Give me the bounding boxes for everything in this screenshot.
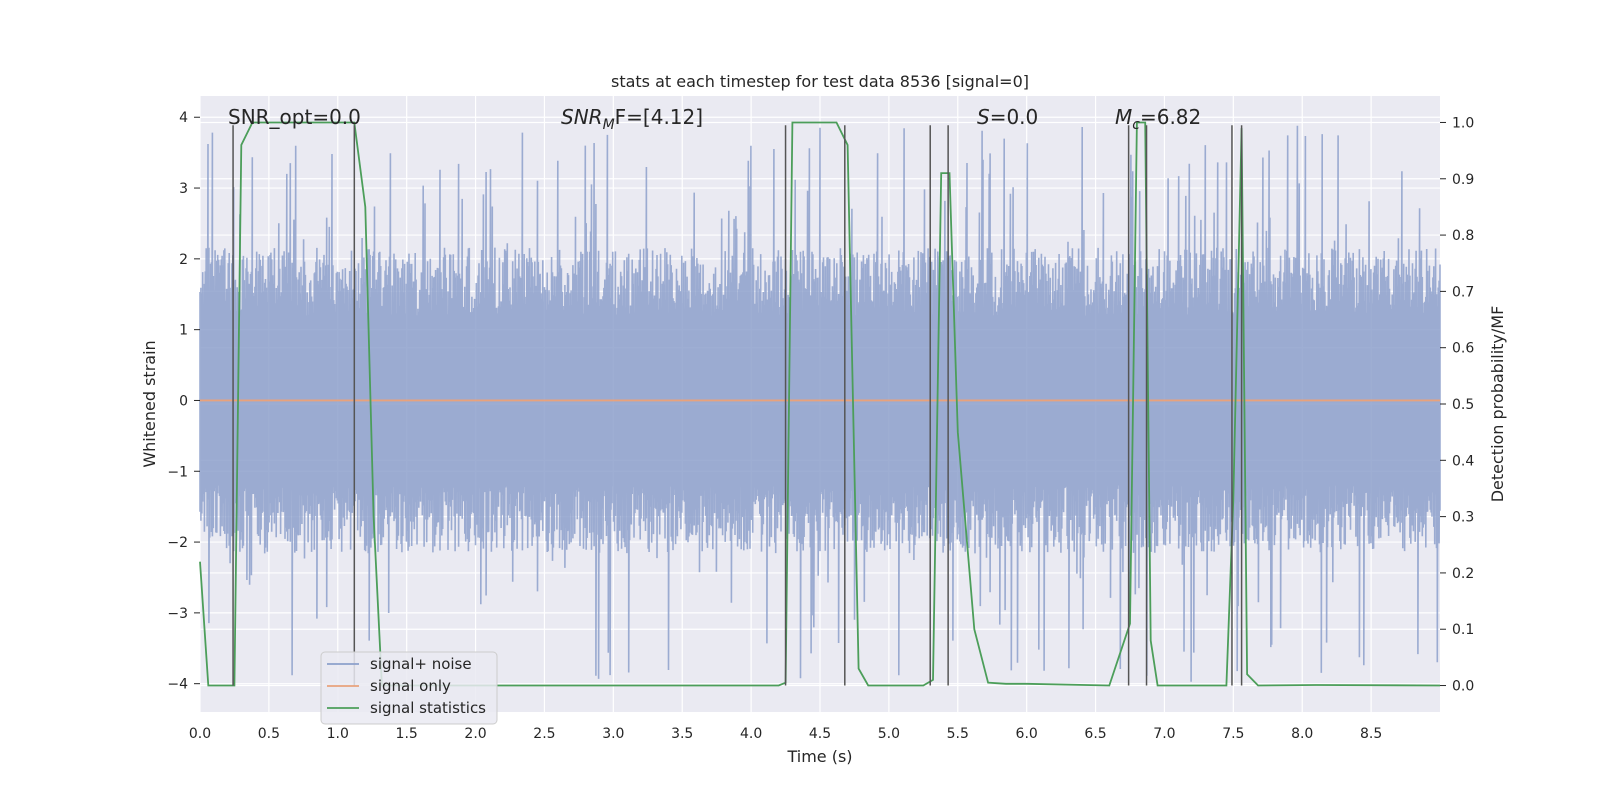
y2-tick-label: 0.9 <box>1452 172 1474 188</box>
x-axis-label: Time (s) <box>786 747 852 766</box>
x-tick-label: 5.5 <box>947 726 969 742</box>
x-tick-label: 2.5 <box>533 726 555 742</box>
annotation-snr-mf-value: F=[4.12] <box>615 105 703 129</box>
annotation-snr-mf-symbol: SNR <box>561 105 603 129</box>
signal-statistics-line <box>199 121 1441 687</box>
y-tick-label: −2 <box>167 535 188 551</box>
vertical-markers <box>232 125 1243 686</box>
y2-tick-label: 0.1 <box>1452 622 1474 638</box>
x-tick-label: 1.5 <box>396 726 418 742</box>
y-axis-ticks: 4 3 2 1 0 −1 −2 −3 −4 <box>167 110 200 693</box>
annotation-mc-symbol: M <box>1115 105 1132 129</box>
annotation-mc-subscript: c <box>1132 117 1140 133</box>
x-tick-label: 1.0 <box>327 726 349 742</box>
y2-tick-label: 0.0 <box>1452 679 1474 695</box>
y-tick-label: 3 <box>179 181 188 197</box>
signal-noise-series <box>199 125 1441 682</box>
y2-tick-label: 0.3 <box>1452 510 1474 526</box>
legend-label-signal-statistics: signal statistics <box>370 699 486 717</box>
signal-noise-line <box>199 125 1441 682</box>
annotation-s-symbol: S <box>977 105 990 129</box>
x-tick-label: 4.0 <box>740 726 762 742</box>
annotation-snr-mf-subscript: M <box>603 117 615 133</box>
y2-tick-label: 0.2 <box>1452 566 1474 582</box>
y-tick-label: −4 <box>167 677 188 693</box>
legend: signal+ noise signal only signal statist… <box>320 651 498 725</box>
x-tick-label: 8.5 <box>1360 726 1382 742</box>
y2-tick-label: 0.6 <box>1452 341 1474 357</box>
x-tick-label: 0.5 <box>258 726 280 742</box>
x-tick-label: 8.0 <box>1291 726 1313 742</box>
legend-label-signal-only: signal only <box>370 677 451 695</box>
y-tick-label: 1 <box>179 323 188 339</box>
x-tick-label: 7.0 <box>1153 726 1175 742</box>
x-tick-label: 3.0 <box>602 726 624 742</box>
annotation-snr-mf: SNRMF=[4.12] <box>561 105 703 133</box>
y-tick-label: 2 <box>179 252 188 268</box>
y-axis-label: Whitened strain <box>140 340 159 467</box>
annotation-mc-value: =6.82 <box>1140 105 1201 129</box>
y2-tick-label: 0.8 <box>1452 228 1474 244</box>
y-tick-label: 4 <box>179 110 188 126</box>
chart-title: stats at each timestep for test data 853… <box>611 72 1029 91</box>
y-tick-label: 0 <box>179 393 188 409</box>
x-tick-label: 6.5 <box>1084 726 1106 742</box>
x-tick-label: 7.5 <box>1222 726 1244 742</box>
y2-tick-label: 0.5 <box>1452 397 1474 413</box>
x-tick-label: 4.5 <box>809 726 831 742</box>
y-tick-label: −3 <box>167 606 188 622</box>
x-tick-label: 5.0 <box>878 726 900 742</box>
x-tick-label: 0.0 <box>189 726 211 742</box>
y2-tick-label: 0.4 <box>1452 453 1474 469</box>
y2-axis-ticks: 1.0 0.9 0.8 0.7 0.6 0.5 0.4 0.3 0.2 0.1 0.0 <box>1440 115 1474 695</box>
y2-tick-label: 0.7 <box>1452 284 1474 300</box>
annotation-s-value: =0.0 <box>990 105 1039 129</box>
x-tick-label: 3.5 <box>671 726 693 742</box>
x-tick-label: 6.0 <box>1016 726 1038 742</box>
y2-axis-label: Detection probability/MF <box>1488 306 1507 503</box>
y-tick-label: −1 <box>167 464 188 480</box>
legend-label-signal-noise: signal+ noise <box>370 655 472 673</box>
annotation-mc: Mc=6.82 <box>1115 105 1201 133</box>
annotation-s: S=0.0 <box>977 105 1038 129</box>
signal-statistics-series <box>199 121 1441 687</box>
x-axis-ticks: 0.0 0.5 1.0 1.5 2.0 2.5 3.0 3.5 4.0 4.5 5.0 5.5 6.0 6… <box>189 726 1382 742</box>
x-tick-label: 2.0 <box>464 726 486 742</box>
legend-box <box>320 651 498 725</box>
y2-tick-label: 1.0 <box>1452 115 1474 131</box>
annotation-snr-opt: SNR_opt=0.0 <box>228 105 361 129</box>
